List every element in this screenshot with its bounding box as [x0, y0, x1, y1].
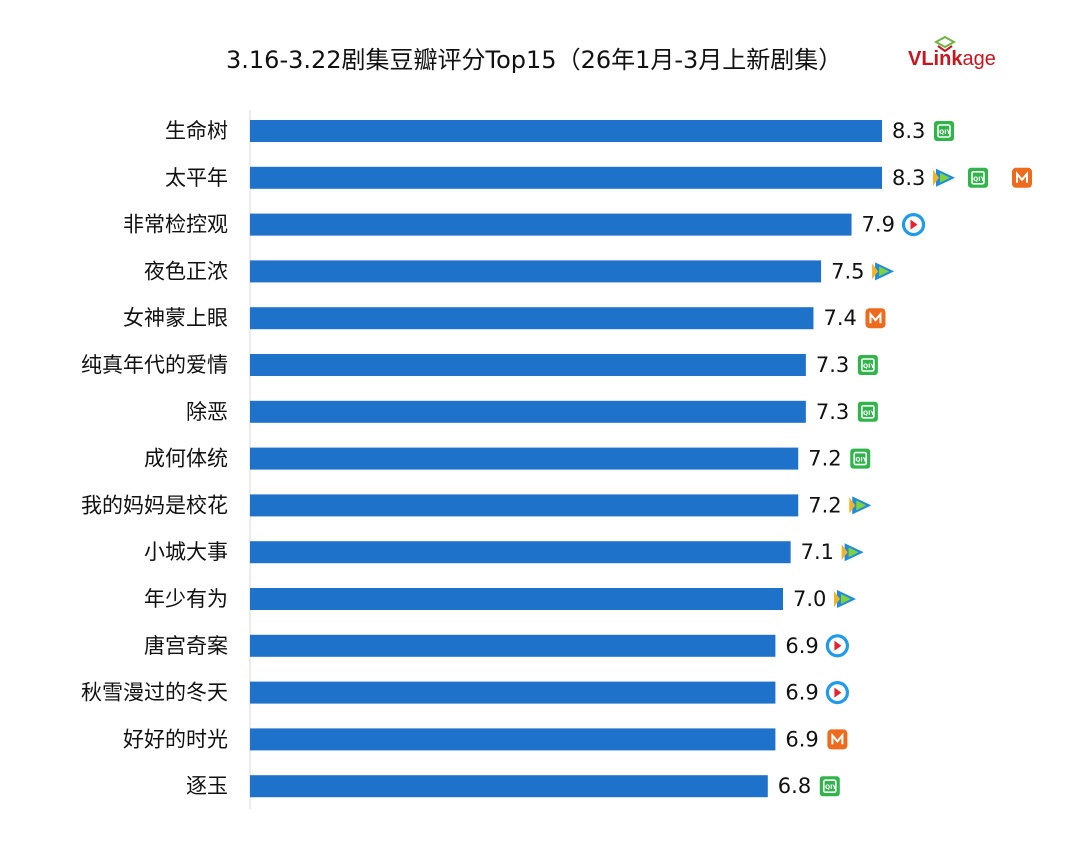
logo-mark-icon — [934, 36, 956, 52]
category-label: 小城大事 — [144, 540, 228, 564]
bar — [250, 120, 882, 142]
bar — [250, 400, 806, 423]
category-label: 逐玉 — [186, 774, 228, 798]
youku-icon — [825, 634, 849, 658]
category-label: 纯真年代的爱情 — [81, 353, 228, 377]
category-label: 太平年 — [165, 166, 228, 190]
bar — [250, 588, 784, 610]
value-label: 7.0 — [793, 587, 826, 611]
category-label: 好好的时光 — [123, 727, 228, 751]
svg-text:iQIY: iQIY — [823, 784, 837, 791]
tencent-icon — [834, 590, 857, 608]
value-label: 7.2 — [808, 493, 841, 517]
tencent-icon — [872, 262, 895, 281]
bar — [250, 681, 776, 704]
bar — [250, 166, 882, 189]
youku-icon — [901, 213, 926, 237]
value-label: 7.3 — [816, 353, 849, 377]
bar — [250, 775, 768, 798]
youku-icon — [825, 680, 849, 705]
value-label: 6.9 — [785, 727, 818, 751]
chart-title: 3.16-3.22剧集豆瓣评分Top15（26年1月-3月上新剧集） — [226, 46, 843, 74]
svg-text:iQIY: iQIY — [853, 457, 867, 464]
category-label: 成何体统 — [144, 447, 228, 471]
bar — [250, 634, 776, 657]
value-label: 7.3 — [816, 400, 849, 424]
svg-text:iQIY: iQIY — [861, 363, 875, 370]
iqiyi-icon: iQIY — [857, 355, 878, 375]
iqiyi-icon: iQIY — [968, 167, 988, 188]
value-label: 7.4 — [823, 306, 856, 330]
bar — [250, 354, 806, 376]
value-label: 7.9 — [862, 213, 895, 237]
vlinkage-logo: VLinkage — [908, 36, 1018, 76]
iqiyi-icon: iQIY — [857, 401, 878, 422]
category-label: 除恶 — [186, 400, 228, 424]
value-label: 7.2 — [808, 447, 841, 471]
iqiyi-icon: iQIY — [819, 776, 840, 797]
bar — [250, 728, 776, 751]
bar — [250, 307, 814, 330]
value-label: 8.3 — [892, 119, 925, 143]
brand-text-1: VLink — [908, 48, 963, 70]
brand-text-2: age — [962, 48, 996, 70]
svg-text:iQIY: iQIY — [861, 410, 875, 417]
bar — [250, 260, 822, 283]
mango-icon — [865, 308, 886, 329]
value-label: 8.3 — [892, 166, 925, 190]
category-label: 夜色正浓 — [144, 259, 228, 283]
value-label: 7.5 — [831, 259, 864, 283]
tencent-icon — [841, 543, 864, 562]
mango-icon — [1012, 167, 1032, 188]
iqiyi-icon: iQIY — [934, 121, 954, 141]
bar — [250, 213, 852, 236]
iqiyi-icon: iQIY — [850, 448, 871, 469]
svg-text:iQIY: iQIY — [937, 129, 951, 136]
tencent-icon — [933, 168, 955, 187]
value-label: 6.8 — [778, 774, 811, 798]
value-label: 7.1 — [801, 540, 834, 564]
svg-text:iQIY: iQIY — [971, 176, 985, 183]
category-label: 年少有为 — [144, 587, 228, 611]
category-label: 我的妈妈是校花 — [81, 493, 228, 517]
tencent-icon — [849, 496, 872, 515]
category-label: 女神蒙上眼 — [123, 306, 228, 330]
bar — [250, 447, 799, 470]
value-label: 6.9 — [785, 634, 818, 658]
value-label: 6.9 — [785, 681, 818, 705]
bar — [250, 541, 791, 564]
category-label: 非常检控观 — [123, 213, 228, 237]
bar — [250, 494, 799, 517]
category-label: 生命树 — [165, 119, 228, 143]
category-label: 唐宫奇案 — [144, 634, 228, 658]
mango-icon — [827, 729, 848, 750]
category-label: 秋雪漫过的冬天 — [81, 681, 228, 705]
